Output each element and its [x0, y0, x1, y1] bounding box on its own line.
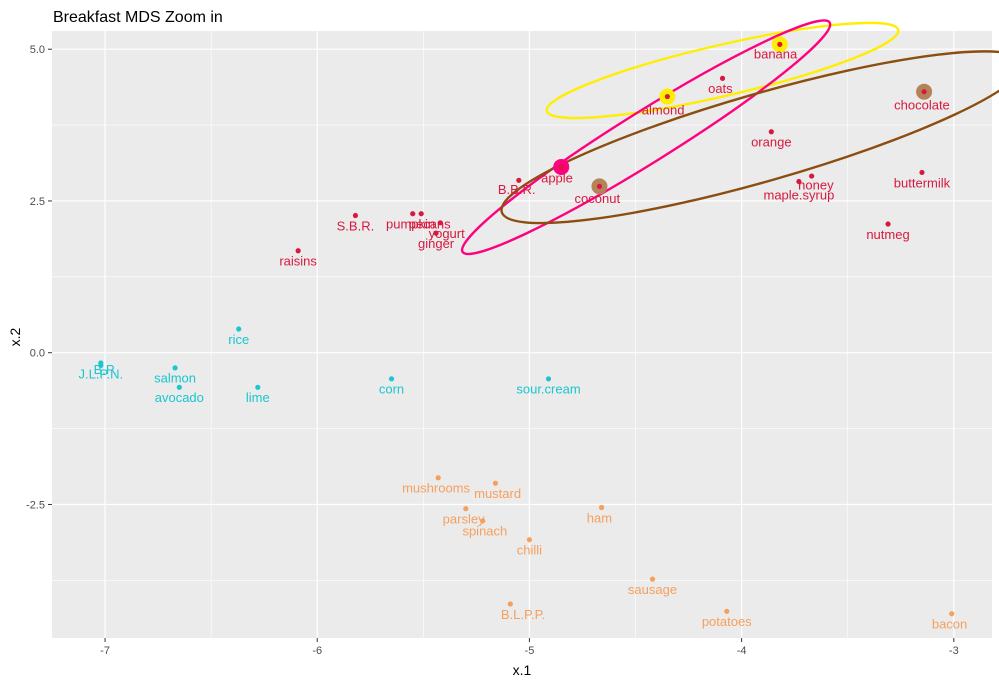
point-label: parsley [443, 512, 485, 527]
point-label: banana [754, 47, 798, 62]
x-tick-label: -5 [525, 645, 535, 657]
data-point [526, 537, 533, 543]
data-point [596, 183, 603, 189]
x-tick-label: -7 [100, 645, 110, 657]
data-points [98, 41, 955, 617]
data-point [255, 384, 261, 390]
point-labels: banana oats almond chocolate orange applecoco… [79, 47, 968, 632]
y-axis-ticks: -2.5 0.0 2.5 5.0 [26, 44, 52, 511]
data-point [777, 41, 783, 47]
cluster-ellipse [545, 21, 900, 120]
data-point [435, 475, 441, 481]
data-point [949, 611, 955, 617]
point-label: ham [587, 510, 612, 525]
data-point [724, 608, 730, 614]
data-point [649, 576, 656, 582]
point-label: maple.syrup [764, 187, 835, 202]
point-label: lime [246, 390, 270, 405]
data-point [352, 212, 359, 219]
data-point [719, 75, 726, 81]
data-point [885, 221, 891, 227]
data-point [664, 93, 670, 100]
point-label: spinach [462, 524, 507, 539]
point-label: S.B.R. [337, 218, 375, 233]
data-point [492, 480, 499, 486]
point-label: oats [708, 81, 733, 96]
data-point [410, 211, 416, 217]
point-label: potatoes [702, 614, 752, 629]
data-point [437, 220, 443, 226]
point-label: sour.cream [516, 382, 580, 397]
point-label: coconut [575, 191, 621, 206]
point-label: orange [751, 135, 791, 150]
point-label: avocado [155, 390, 204, 405]
point-label: mushrooms [402, 481, 470, 496]
point-label: pumpkin [386, 217, 435, 232]
point-label: ginger [418, 236, 455, 251]
point-label: mustard [474, 486, 521, 501]
y-tick-label: 5.0 [30, 44, 45, 56]
y-tick-label: 2.5 [30, 196, 45, 208]
data-point [919, 169, 925, 176]
data-point [796, 178, 802, 185]
data-point [516, 177, 522, 183]
data-point [418, 211, 424, 217]
point-label: bacon [932, 617, 967, 632]
x-axis-title: x.1 [513, 662, 532, 678]
data-point [768, 129, 774, 135]
point-label: nutmeg [866, 227, 909, 242]
point-label: sausage [628, 582, 677, 597]
point-label: J.L.P.N. [79, 366, 124, 381]
point-label: yogurt [429, 226, 466, 241]
x-tick-label: -3 [949, 645, 959, 657]
point-label: B.L.P.P. [501, 607, 545, 622]
point-label: B.P. [94, 362, 117, 377]
y-tick-label: 0.0 [30, 348, 45, 360]
x-axis-ticks: -7 -6 -5 -4 -3 [100, 638, 959, 657]
point-label: corn [379, 382, 404, 397]
point-label: B.B.R. [498, 182, 536, 197]
point-label: chilli [517, 542, 542, 557]
point-label: rice [228, 332, 249, 347]
data-point [236, 326, 242, 332]
point-label: pecans [409, 217, 451, 232]
point-label: buttermilk [894, 175, 951, 190]
y-tick-label: -2.5 [26, 499, 45, 511]
data-point [98, 362, 104, 369]
data-point [433, 230, 439, 236]
x-tick-label: -4 [737, 645, 747, 657]
point-label: raisins [279, 254, 317, 269]
x-tick-label: -6 [312, 645, 322, 657]
data-point [388, 376, 395, 382]
point-label: honey [798, 178, 834, 193]
point-label: almond [642, 102, 685, 117]
cluster-ellipse [500, 50, 999, 225]
y-axis-title: x.2 [7, 327, 23, 346]
data-point [558, 164, 564, 170]
data-point [921, 89, 927, 95]
major-gridlines [52, 31, 992, 638]
data-point [598, 504, 605, 511]
point-label: chocolate [894, 98, 950, 113]
data-point [545, 376, 552, 382]
data-point [480, 518, 486, 524]
data-point [463, 506, 469, 512]
cluster-ellipses [460, 19, 999, 256]
plot-panel [52, 31, 992, 638]
data-point [172, 365, 178, 371]
point-label: salmon [154, 371, 196, 386]
data-point [809, 173, 815, 179]
data-point [507, 601, 513, 607]
chart-title: Breakfast MDS Zoom in [53, 9, 223, 26]
data-point [176, 384, 182, 390]
data-point [295, 248, 301, 254]
cluster-ellipse [460, 19, 832, 256]
point-label: apple [541, 170, 573, 185]
